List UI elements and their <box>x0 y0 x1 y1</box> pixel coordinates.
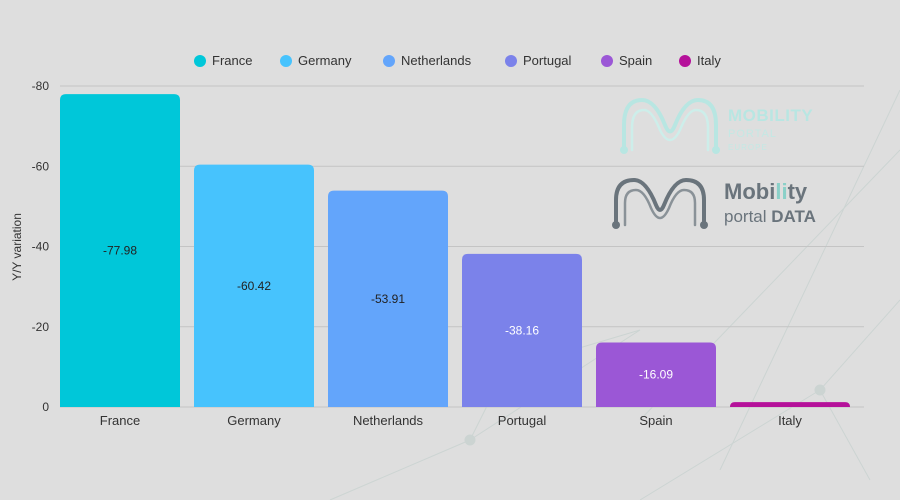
y-tick-label: 0 <box>42 400 49 414</box>
legend-swatch <box>679 55 691 67</box>
legend-swatch <box>194 55 206 67</box>
x-category-label: Italy <box>778 413 802 428</box>
y-tick-label: -80 <box>32 79 50 93</box>
x-category-label: Netherlands <box>353 413 424 428</box>
legend: France Germany Netherlands Portugal Spain Ita… <box>194 53 721 68</box>
x-category-label: Spain <box>639 413 672 428</box>
logo2-line1: Mobility <box>724 179 808 204</box>
bar-spain <box>596 342 716 407</box>
logo1-line1: MOBILITY <box>728 106 813 125</box>
bar-value-label: -60.42 <box>237 279 271 293</box>
bar-value-label: -53.91 <box>371 292 405 306</box>
logo1-line2: PORTAL <box>728 128 777 140</box>
x-category-label: France <box>100 413 140 428</box>
bar-value-label: -77.98 <box>103 244 137 258</box>
legend-label: Netherlands <box>401 53 472 68</box>
legend-item: Spain <box>601 53 652 68</box>
bar-italy <box>730 402 850 407</box>
bar-netherlands <box>328 190 448 407</box>
legend-label: France <box>212 53 252 68</box>
bar-germany <box>194 164 314 407</box>
y-tick-label: -40 <box>32 240 50 254</box>
mobility-portal-europe-logo: MOBILITY PORTAL EUROPE <box>620 97 813 154</box>
bar-value-label: -38.16 <box>505 323 539 337</box>
x-axis-categories: France Germany Netherlands Portugal Spain Ita… <box>100 413 803 428</box>
y-tick-label: -20 <box>32 320 50 334</box>
logo2-line2: portal DATA <box>724 207 816 226</box>
legend-item: Italy <box>679 53 721 68</box>
legend-label: Spain <box>619 53 652 68</box>
bars: -77.98 -60.42 -53.91 -38.16 -16.09 <box>60 94 850 407</box>
legend-swatch <box>383 55 395 67</box>
legend-item: Portugal <box>505 53 572 68</box>
y-axis-ticks: 0 -20 -40 -60 -80 <box>32 79 50 414</box>
y-axis-title: Y/Y variation <box>10 213 24 281</box>
logo1-line3: EUROPE <box>728 143 768 152</box>
legend-label: Portugal <box>523 53 572 68</box>
bar-portugal <box>462 253 582 407</box>
bar-france <box>60 94 180 407</box>
legend-swatch <box>280 55 292 67</box>
x-category-label: Portugal <box>498 413 547 428</box>
legend-item: France <box>194 53 252 68</box>
legend-swatch <box>601 55 613 67</box>
legend-label: Italy <box>697 53 721 68</box>
legend-label: Germany <box>298 53 352 68</box>
legend-item: Germany <box>280 53 352 68</box>
x-category-label: Germany <box>227 413 281 428</box>
y-tick-label: -60 <box>32 159 50 173</box>
legend-item: Netherlands <box>383 53 472 68</box>
legend-swatch <box>505 55 517 67</box>
mobility-portal-data-logo: Mobility portal DATA <box>612 177 816 229</box>
bar-value-label: -16.09 <box>639 368 673 382</box>
